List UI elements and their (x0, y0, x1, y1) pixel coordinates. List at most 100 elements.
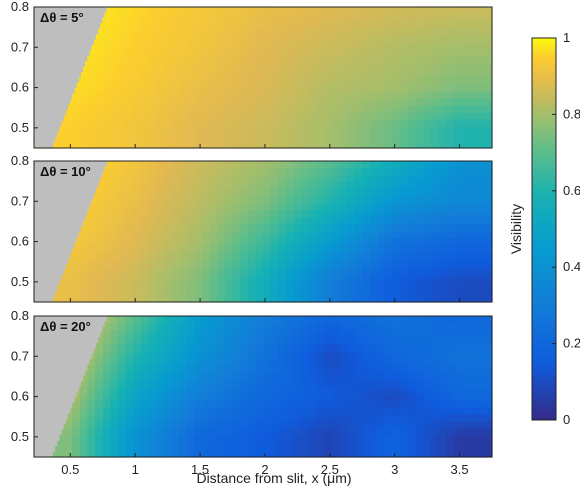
heatmap-cell (133, 35, 142, 43)
heatmap-cell (461, 35, 470, 43)
heatmap-cell (217, 161, 226, 169)
heatmap-cell (461, 112, 470, 121)
heatmap-cell (324, 287, 333, 296)
heatmap-cell (247, 323, 256, 331)
heatmap-cell (392, 365, 401, 373)
heatmap-cell (484, 287, 493, 296)
heatmap-cell (346, 400, 356, 409)
heatmap-cell (156, 126, 165, 135)
heatmap-cell (339, 168, 348, 176)
heatmap-cell (179, 56, 188, 64)
heatmap-cell (285, 28, 295, 36)
heatmap-cell (87, 428, 96, 437)
heatmap-cell (95, 203, 104, 211)
heatmap-cell (79, 294, 89, 303)
heatmap-cell (369, 358, 379, 366)
heatmap-cell (255, 421, 264, 430)
heatmap-cell (209, 182, 218, 190)
heatmap-cell (369, 414, 379, 423)
heatmap-cell (102, 42, 111, 50)
heatmap-cell (346, 84, 356, 93)
heatmap-cell (400, 280, 409, 289)
heatmap-cell (278, 42, 287, 50)
heatmap-cell (324, 330, 333, 338)
heatmap-cell (217, 351, 226, 359)
heatmap-cell (201, 119, 211, 128)
heatmap-cell (430, 119, 440, 128)
heatmap-cell (117, 105, 127, 114)
y-tick-label: 0.7 (11, 39, 29, 54)
heatmap-cell (301, 238, 310, 247)
heatmap-cell (224, 238, 234, 247)
heatmap-cell (179, 386, 188, 395)
heatmap-cell (377, 140, 386, 149)
heatmap-cell (201, 70, 211, 79)
heatmap-cell (430, 49, 440, 57)
heatmap-cell (232, 98, 241, 107)
heatmap-cell (125, 161, 134, 169)
heatmap-cell (171, 84, 180, 93)
heatmap-cell (201, 77, 211, 86)
heatmap-cell (392, 323, 401, 331)
heatmap-cell (362, 7, 371, 15)
heatmap-cell (247, 435, 256, 444)
heatmap-cell (423, 210, 432, 218)
heatmap-cell (201, 126, 211, 135)
heatmap-cell (117, 196, 127, 204)
heatmap-cell (430, 421, 440, 430)
heatmap-cell (400, 365, 409, 373)
heatmap-cell (133, 323, 142, 331)
heatmap-cell (240, 351, 249, 359)
heatmap-cell (240, 28, 249, 36)
heatmap-cell (446, 238, 455, 247)
heatmap-cell (476, 323, 485, 331)
heatmap-cell (331, 84, 340, 93)
heatmap-cell (484, 161, 493, 169)
heatmap-cell (263, 400, 272, 409)
heatmap-cell (301, 358, 310, 366)
heatmap-cell (64, 119, 73, 128)
heatmap-cell (278, 105, 287, 114)
heatmap-cell (423, 400, 432, 409)
heatmap-cell (430, 140, 440, 149)
heatmap-cell (201, 217, 211, 226)
heatmap-cell (117, 358, 127, 366)
heatmap-cell (446, 175, 455, 183)
heatmap-cell (430, 407, 440, 416)
heatmap-cell (430, 358, 440, 366)
heatmap-cell (133, 428, 142, 437)
heatmap-cell (308, 238, 318, 247)
heatmap-cell (117, 119, 127, 128)
heatmap-cell (369, 196, 379, 204)
heatmap-cell (446, 217, 455, 226)
heatmap-cell (415, 42, 424, 50)
heatmap-cell (369, 365, 379, 373)
heatmap-cell (461, 189, 470, 197)
heatmap-cell (240, 337, 249, 345)
heatmap-cell (278, 273, 287, 282)
heatmap-cell (140, 358, 150, 366)
heatmap-cell (72, 414, 81, 423)
heatmap-cell (110, 323, 119, 331)
heatmap-cell (263, 266, 272, 275)
heatmap-cell (263, 175, 272, 183)
heatmap-cell (324, 294, 333, 303)
heatmap-cell (453, 330, 463, 338)
heatmap-cell (110, 203, 119, 211)
heatmap-cell (285, 119, 295, 128)
heatmap-cell (179, 238, 188, 247)
heatmap-cell (179, 435, 188, 444)
heatmap-cell (224, 330, 234, 338)
heatmap-cell (446, 379, 455, 388)
heatmap-cell (438, 56, 447, 64)
heatmap-cell (453, 84, 463, 93)
heatmap-cell (102, 196, 111, 204)
heatmap-cell (339, 91, 348, 100)
heatmap-cell (201, 84, 211, 93)
heatmap-cell (194, 91, 203, 100)
heatmap-cell (171, 231, 180, 240)
heatmap-cell (186, 435, 195, 444)
heatmap-cell (408, 231, 417, 240)
heatmap-cell (285, 126, 295, 135)
heatmap-cell (324, 435, 333, 444)
